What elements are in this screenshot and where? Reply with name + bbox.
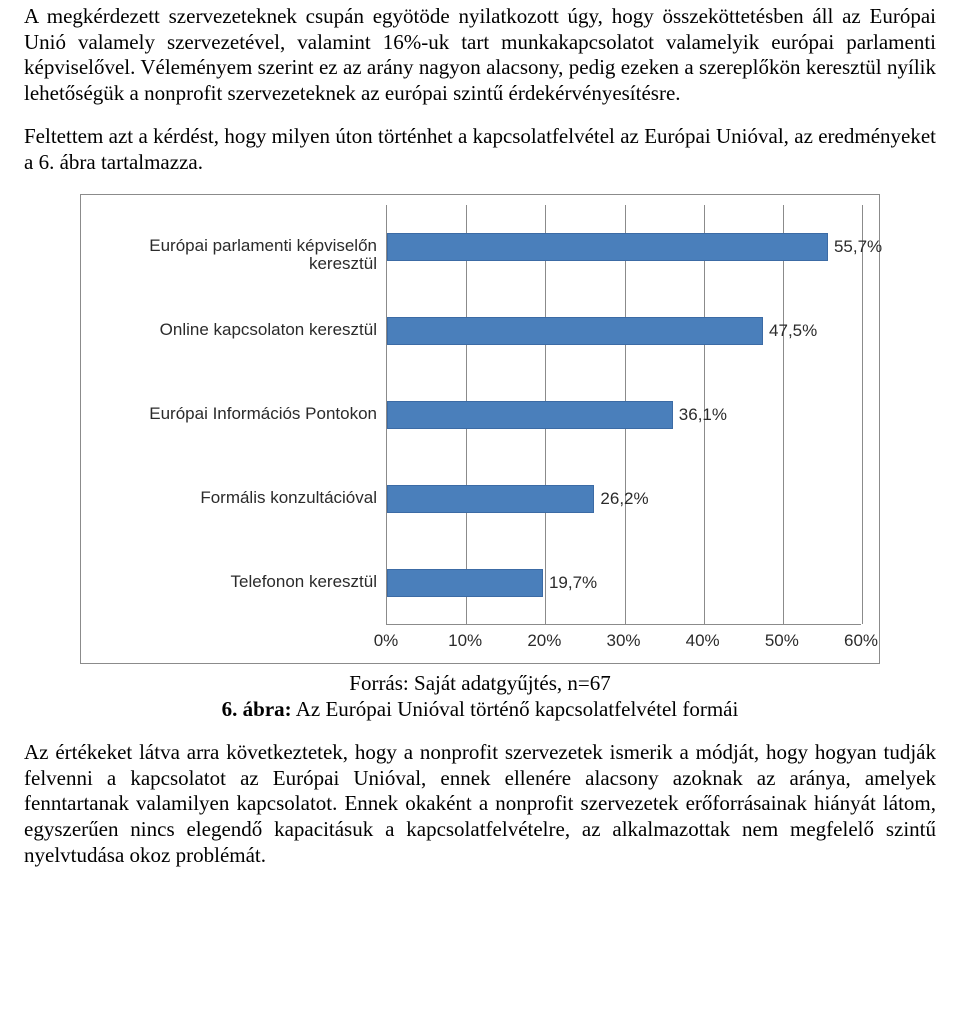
bar-group: 55,7%	[387, 233, 882, 261]
x-axis-tick: 20%	[527, 631, 561, 651]
bar	[387, 317, 763, 345]
category-label: Európai parlamenti képviselőn keresztül	[77, 237, 377, 274]
bar-chart: 55,7% 47,5% 36,1% 26,2% 19,7% 0% 10% 20% 30% 40%…	[80, 194, 880, 664]
x-axis-tick: 60%	[844, 631, 878, 651]
bar	[387, 401, 673, 429]
x-axis-tick: 40%	[686, 631, 720, 651]
bar	[387, 485, 594, 513]
bar-group: 19,7%	[387, 569, 597, 597]
figure-source: Forrás: Saját adatgyűjtés, n=67	[349, 671, 610, 695]
figure-title: Az Európai Unióval történő kapcsolatfelv…	[292, 697, 739, 721]
bar-group: 47,5%	[387, 317, 817, 345]
bar-value-label: 36,1%	[679, 405, 727, 425]
bar-value-label: 26,2%	[600, 489, 648, 509]
figure-caption: Forrás: Saját adatgyűjtés, n=67 6. ábra:…	[24, 670, 936, 723]
category-label: Formális konzultációval	[77, 489, 377, 508]
category-label: Online kapcsolaton keresztül	[77, 321, 377, 340]
bar	[387, 233, 828, 261]
x-axis-tick: 10%	[448, 631, 482, 651]
x-axis-tick: 30%	[606, 631, 640, 651]
figure-number: 6. ábra:	[222, 697, 292, 721]
category-label: Európai Információs Pontokon	[77, 405, 377, 424]
paragraph-3: Az értékeket látva arra következtetek, h…	[24, 740, 936, 868]
gridline	[862, 205, 863, 624]
bar-value-label: 19,7%	[549, 573, 597, 593]
x-axis-tick: 0%	[374, 631, 399, 651]
bar-value-label: 55,7%	[834, 237, 882, 257]
paragraph-2: Feltettem azt a kérdést, hogy milyen úto…	[24, 124, 936, 175]
bar-group: 26,2%	[387, 485, 649, 513]
bar-group: 36,1%	[387, 401, 727, 429]
x-axis-tick: 50%	[765, 631, 799, 651]
paragraph-1: A megkérdezett szervezeteknek csupán egy…	[24, 4, 936, 106]
bar	[387, 569, 543, 597]
gridline	[783, 205, 784, 624]
category-label: Telefonon keresztül	[77, 573, 377, 592]
bar-value-label: 47,5%	[769, 321, 817, 341]
